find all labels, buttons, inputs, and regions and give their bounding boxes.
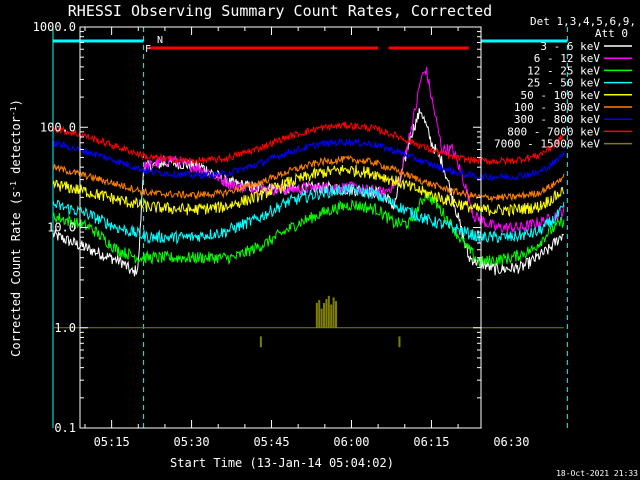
series-path: [143, 66, 565, 233]
legend-header-line-1: Det 1,3,4,5,6,9,: [530, 15, 636, 28]
y-axis-label-main: Corrected Count Rate (s: [9, 191, 23, 357]
y-axis-label-sup1: -1: [9, 181, 18, 191]
series-line: [52, 137, 565, 182]
series-path: [52, 137, 565, 182]
x-tick-label: 06:15: [413, 435, 449, 449]
legend-label: 25 - 50 keV: [527, 77, 600, 90]
y-axis-label-sup2: -1: [9, 106, 18, 116]
x-tick-label: 05:15: [94, 435, 130, 449]
legend-label: 50 - 100 keV: [521, 89, 601, 102]
y-tick-label: 1.0: [54, 321, 76, 335]
y-tick-label: 100.0: [40, 120, 76, 134]
series-line: [143, 66, 565, 233]
footer-timestamp: 18-Oct-2021 21:33: [556, 469, 638, 478]
y-axis-label-mid: detector: [9, 116, 23, 181]
x-tick-label: 06:30: [493, 435, 529, 449]
legend-label: 300 - 800 keV: [514, 113, 600, 126]
x-axis-label: Start Time (13-Jan-14 05:04:02): [170, 456, 394, 470]
x-tick-label: 05:45: [253, 435, 289, 449]
night-flag-label: N: [157, 35, 163, 46]
legend-label: 12 - 25 keV: [527, 64, 600, 77]
legend-label: 7000 - 15000 keV: [494, 138, 600, 151]
legend-label: 800 - 7000 keV: [507, 125, 600, 138]
x-tick-label: 06:00: [333, 435, 369, 449]
legend-label: 3 - 6 keV: [540, 40, 600, 53]
olive-spikes: [259, 295, 401, 348]
y-tick-label: 10.0: [47, 221, 76, 235]
legend-header-line-2: Att 0: [595, 27, 628, 40]
y-tick-label: 0.1: [54, 421, 76, 435]
legend-label: 6 - 12 keV: [534, 52, 601, 65]
series-line: [52, 154, 565, 203]
series-path: [52, 164, 565, 217]
chart-title: RHESSI Observing Summary Count Rates, Co…: [68, 2, 492, 20]
y-axis-label: Corrected Count Rate (s-1 detector-1): [9, 99, 23, 357]
flare-flag-label: F: [145, 44, 151, 55]
series-line: [52, 191, 565, 267]
series-path: [52, 191, 565, 267]
series-path: [52, 121, 565, 166]
y-tick-label: 1000.0: [33, 20, 76, 34]
series-line: [52, 121, 565, 166]
y-axis-label-end: ): [9, 99, 23, 106]
legend-label: 100 - 300 keV: [514, 101, 600, 114]
axis-layer: 1000.0 100.0 10.0 1.0 0.1 05:15 05:30 05:45 06:0…: [33, 20, 530, 449]
series-path: [52, 154, 565, 203]
series-line: [52, 164, 565, 217]
x-tick-label: 05:30: [174, 435, 210, 449]
